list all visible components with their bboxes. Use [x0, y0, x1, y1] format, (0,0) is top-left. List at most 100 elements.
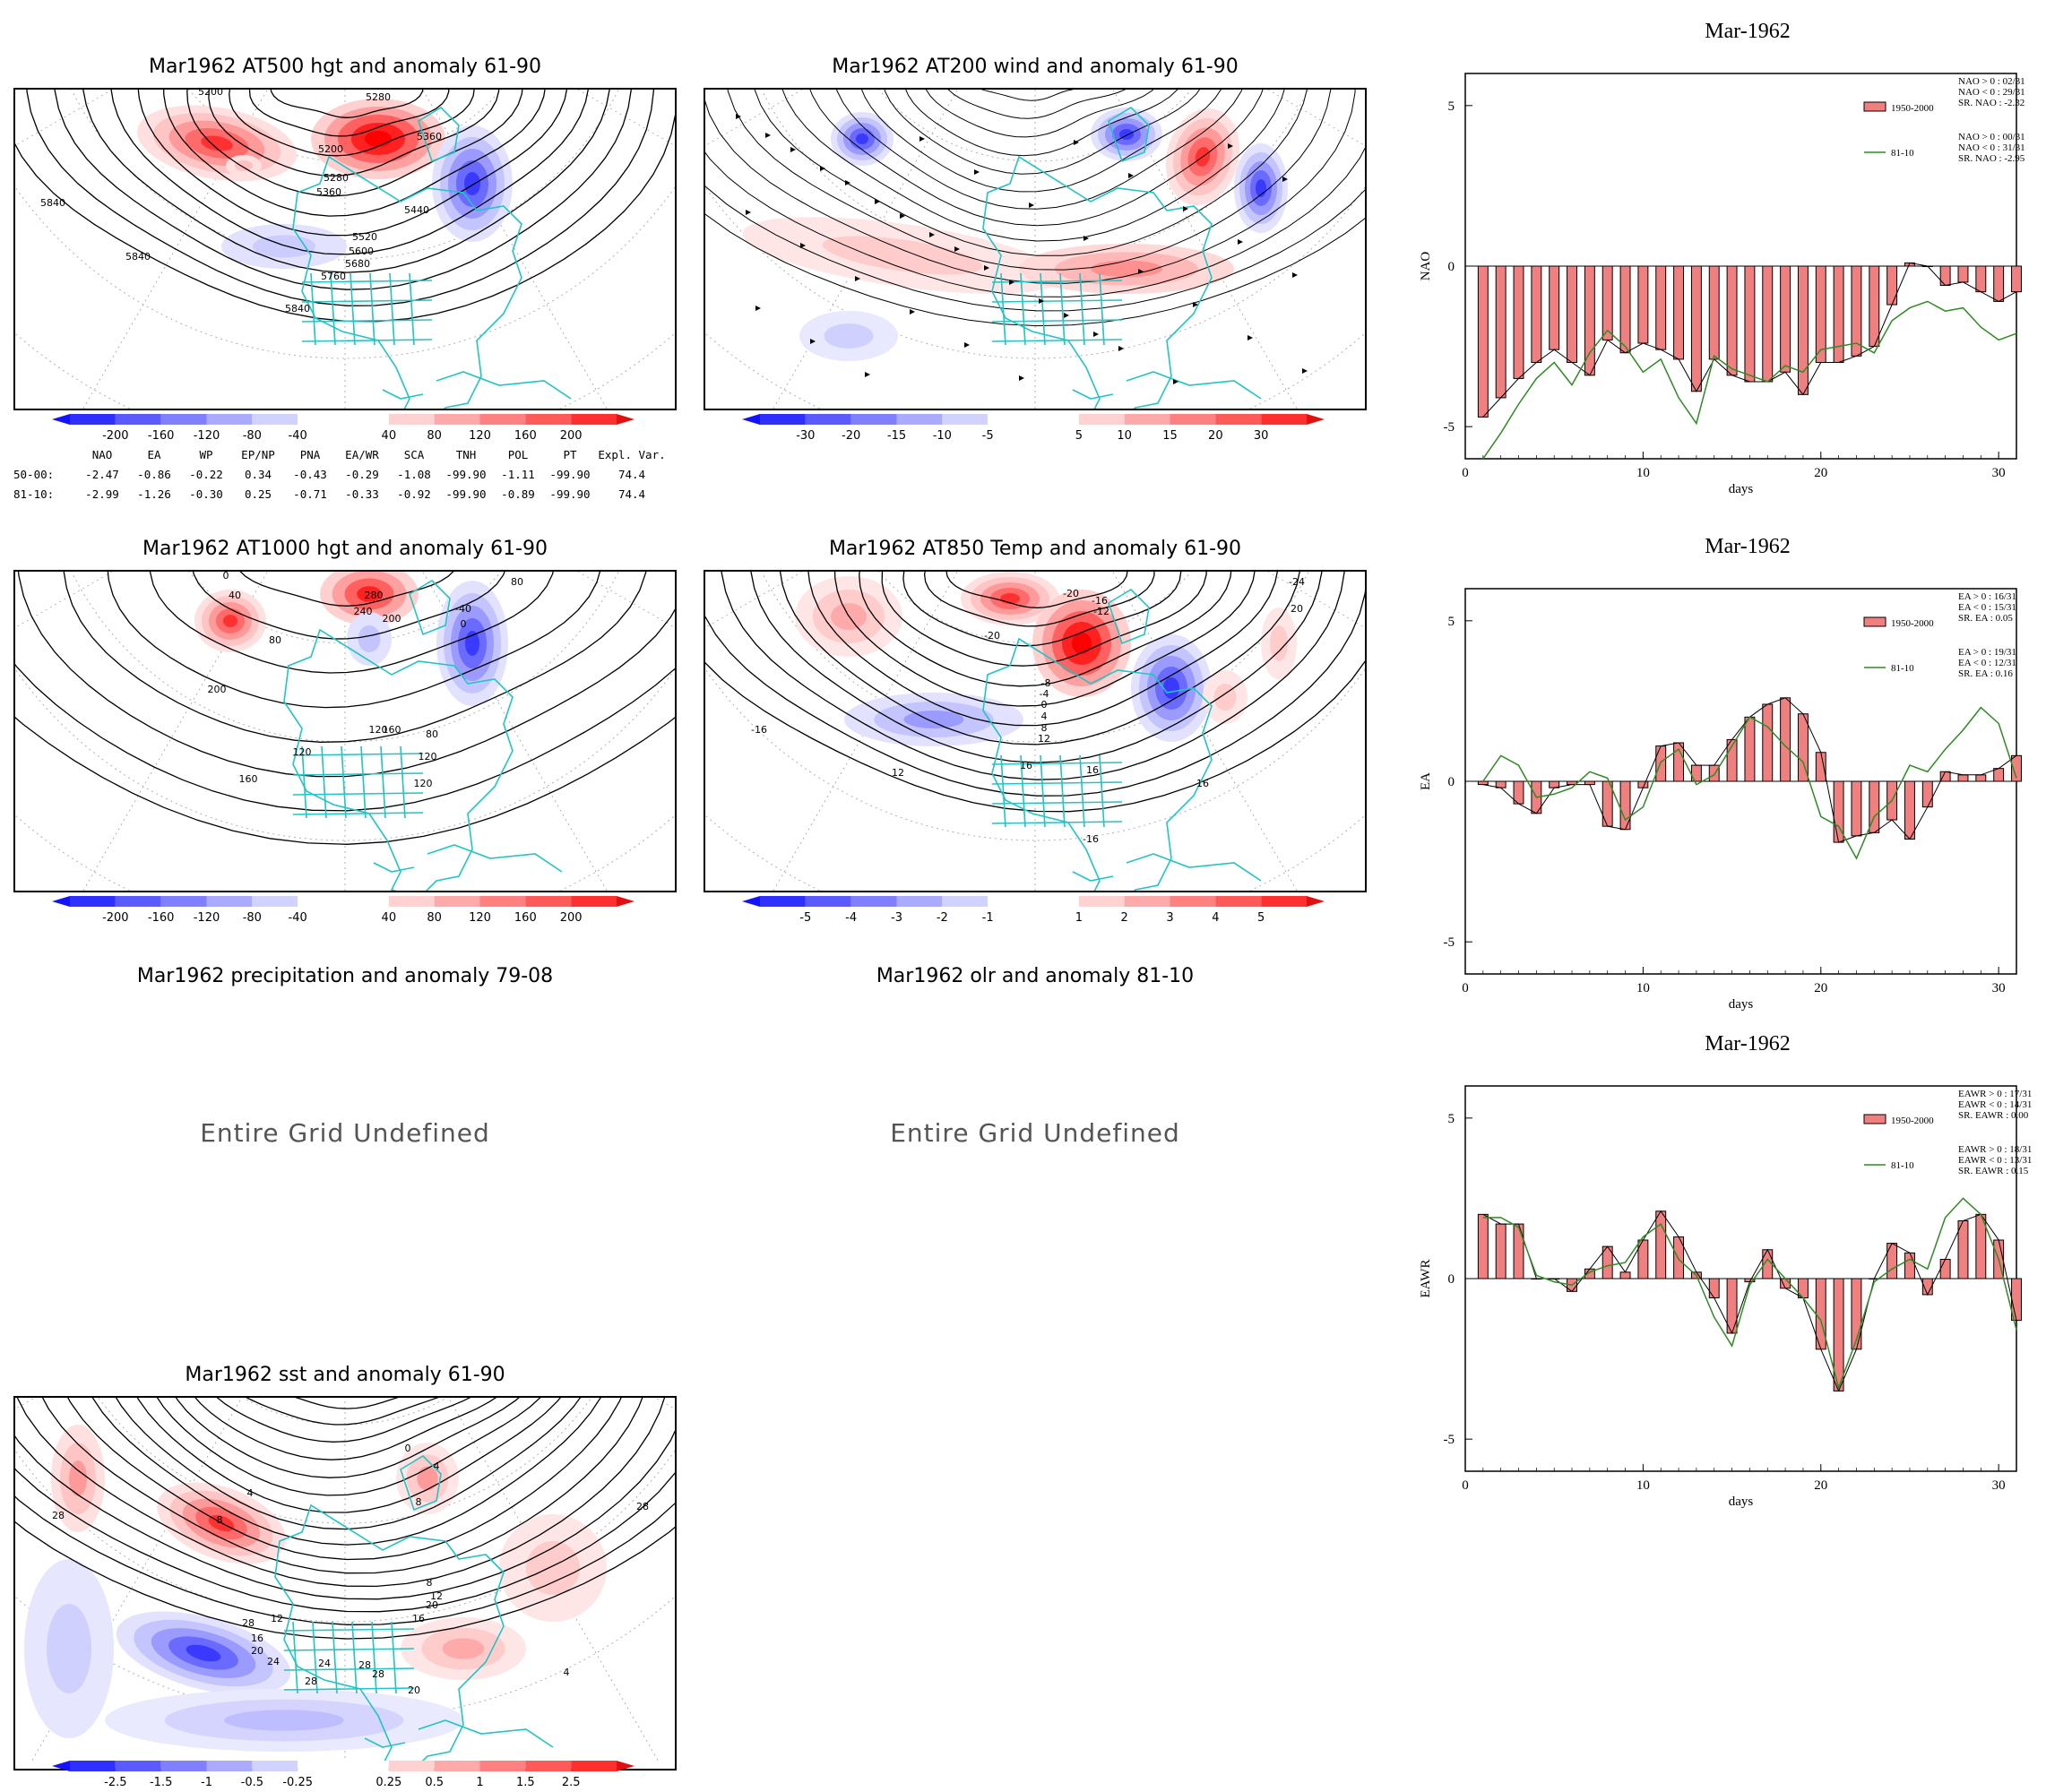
bar [1957, 774, 1969, 782]
colorbar-tick-label: 5 [1257, 911, 1265, 925]
contour-label: 40 [229, 590, 241, 601]
contour-label: -4 [1040, 688, 1049, 700]
series-line-81-10 [1482, 1197, 2017, 1391]
x-tick-label: 10 [1636, 466, 1650, 480]
x-axis-label: days [1729, 1495, 1754, 1509]
colorbar-arrow-high [617, 896, 635, 907]
colorbar-tick-label: -2.5 [104, 1776, 126, 1789]
contour-label: 16 [1020, 760, 1032, 771]
bar [1495, 1223, 1507, 1279]
colorbar-swatch [1033, 896, 1079, 907]
y-tick-label: -5 [1444, 935, 1455, 950]
colorbar-swatch [388, 1761, 435, 1771]
contour-label: 5360 [316, 186, 341, 198]
contour-label: 16 [412, 1613, 425, 1624]
contour-label: 120 [369, 724, 388, 736]
contour-label: 28 [52, 1510, 65, 1521]
anomaly-negative [224, 1710, 344, 1731]
y-tick-label: 5 [1448, 99, 1455, 114]
colorbar-tick-label: 1 [476, 1776, 483, 1789]
series-line-81-10 [1482, 300, 2017, 460]
contour-label: 5440 [404, 204, 429, 216]
y-axis-label: EA [1419, 772, 1433, 790]
bar [1957, 1220, 1969, 1279]
bar [1708, 1278, 1720, 1298]
colorbar-tick-label: -3 [891, 911, 902, 925]
colorbar-u200: -30 -20 -15 -10 -5 5 10 15 20 30 [742, 412, 1325, 444]
contour-label: 80 [426, 728, 438, 740]
legend-stat: SR. EA : 0.16 [1958, 668, 2013, 679]
anomaly-negative [1163, 677, 1179, 699]
anomaly-positive [442, 1638, 485, 1659]
colorbar-swatch [988, 896, 1033, 907]
legend-swatch-bar [1863, 616, 1886, 627]
colorbar-swatch [343, 1761, 389, 1771]
y-tick-label: -5 [1444, 420, 1455, 435]
anomaly-positive [365, 131, 392, 147]
colorbar-swatch [160, 896, 207, 907]
anomaly-positive [417, 1466, 438, 1491]
contour-label: 240 [354, 606, 373, 617]
legend-stat: SR. EA : 0.05 [1958, 613, 2013, 624]
colorbar-tick-label: -40 [289, 911, 307, 925]
bar [1673, 265, 1685, 360]
bar [1797, 265, 1809, 395]
legend-stat: EAWR > 0 : 17/31 [1958, 1089, 2032, 1099]
anomaly-negative [253, 235, 315, 258]
colorbar-swatch [805, 414, 851, 425]
colorbar-tick-label: -0.25 [282, 1776, 313, 1789]
streamlines [705, 90, 1365, 327]
contour-label: 0 [1041, 699, 1048, 711]
colorbar-swatch [434, 414, 480, 425]
anomaly-positive [1091, 260, 1162, 278]
bar [1921, 780, 1933, 808]
legend-label: 81-10 [1891, 1160, 1914, 1171]
legend-stat: EA < 0 : 15/31 [1958, 602, 2016, 613]
colorbar-swatch [479, 1761, 526, 1771]
anomaly-positive [1270, 625, 1288, 661]
colorbar-swatch [434, 1761, 480, 1771]
anomaly-negative [358, 625, 381, 652]
bar [1851, 780, 1862, 837]
colorbar-swatch [343, 414, 389, 425]
colorbar-swatch [70, 1761, 116, 1771]
bar [1655, 1210, 1667, 1279]
x-tick-label: 30 [1992, 1478, 2006, 1493]
colorbar-swatch [434, 896, 480, 907]
contour-label: 4 [1041, 711, 1048, 722]
colorbar-tick-label: 40 [382, 911, 397, 925]
contour-label: 120 [419, 751, 437, 762]
olr-undefined-message: Entire Grid Undefined [890, 1118, 1180, 1148]
colorbar-arrow-high [1307, 414, 1325, 425]
colorbar-swatch [942, 896, 989, 907]
contour-label: 5520 [352, 231, 377, 243]
map-title-u200: Mar1962 AT200 wind and anomaly 61-90 [832, 56, 1239, 78]
plot-nao: -5 0 5 0 10 20 30 days NAO 1950-2000 NAO > 0 : 02/… [1416, 63, 2061, 511]
colorbar-tick-label: -80 [243, 911, 262, 925]
colorbar-tick-label: -200 [102, 911, 129, 925]
contour-label: 5840 [285, 303, 310, 314]
legend-swatch-bar [1863, 101, 1886, 112]
legend-stat: SR. EAWR : 0.00 [1958, 1110, 2029, 1121]
colorbar-arrow-low [742, 896, 760, 907]
plot-title-eawr: Mar-1962 [1705, 1032, 1791, 1055]
colorbar-tick-label: -200 [102, 429, 129, 443]
colorbar-arrow-high [617, 414, 635, 425]
anomaly-positive [69, 1460, 87, 1496]
colorbar-tick-label: 40 [382, 429, 397, 443]
colorbar-tick-label: 120 [469, 911, 491, 925]
bar [1904, 1252, 1915, 1279]
map-z500-canvas: 5200 5280 5360 5200 5280 5360 5440 5520 56005680… [15, 90, 675, 409]
contour-label: 200 [208, 684, 227, 695]
colorbar-tick-label: 2.5 [562, 1776, 581, 1789]
colorbar-swatch [1033, 414, 1079, 425]
x-tick-label: 20 [1814, 466, 1827, 480]
bar [1939, 771, 1951, 782]
contour-label: 16 [251, 1633, 263, 1644]
bar-trace-line [1482, 262, 2017, 418]
colorbar-tick-label: 80 [427, 911, 442, 925]
precip-undefined-message: Entire Grid Undefined [200, 1118, 490, 1148]
y-axis-label: NAO [1419, 252, 1433, 281]
colorbar-arrow-low [742, 414, 760, 425]
bar [1601, 780, 1613, 827]
